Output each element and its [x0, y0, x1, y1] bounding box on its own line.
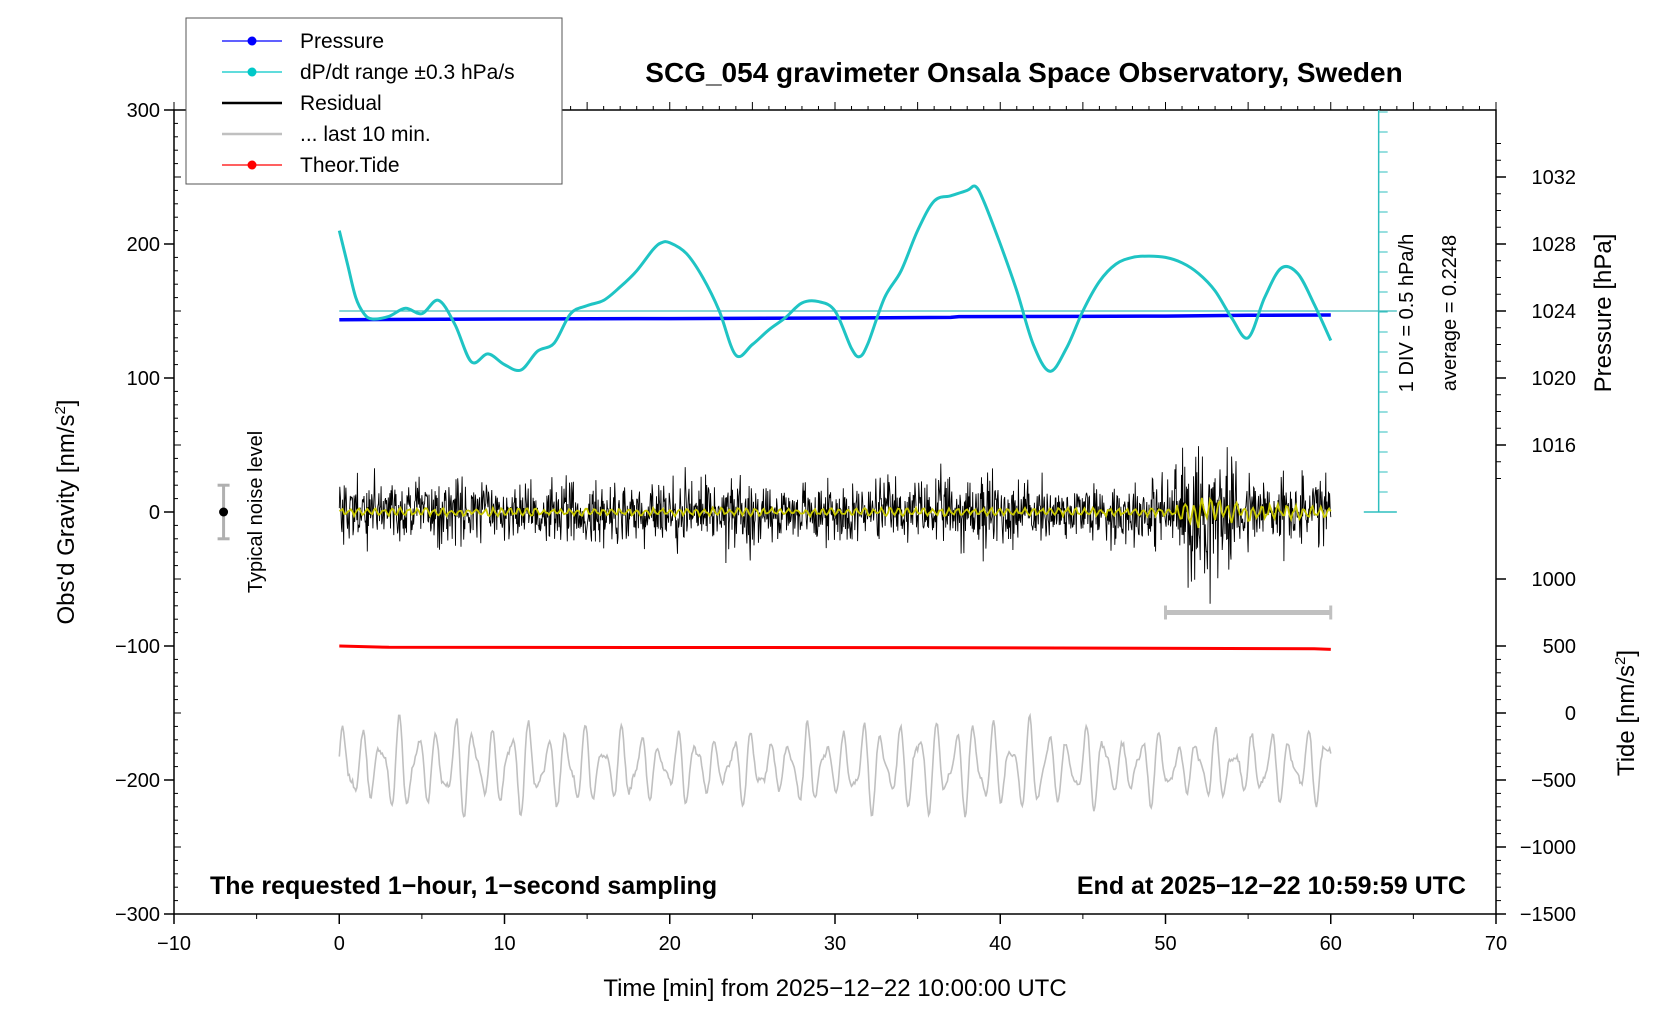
legend-label: Residual — [300, 92, 382, 115]
series-last-10-min — [338, 712, 1332, 819]
x-tick-label: 10 — [493, 933, 515, 955]
y-tick-label: 300 — [127, 100, 160, 122]
y-axis-minor-ticks — [174, 122, 181, 902]
legend-item: ... last 10 min. — [222, 123, 431, 146]
legend-marker — [247, 67, 257, 77]
y-axis-title-sup: 2 — [52, 406, 69, 414]
pressure-axis: 1032 1028 1024 1020 1016 1000 — [1496, 143, 1577, 591]
series-layer — [337, 184, 1397, 819]
series-residual — [338, 446, 1332, 604]
pressure-tick-label: 1000 — [1532, 569, 1577, 591]
pressure-tick-label: 1028 — [1532, 234, 1577, 256]
series-dpdt — [337, 184, 1333, 373]
tide-axis: 500 0 −500 −1000 −1500 — [1496, 636, 1576, 926]
sampling-note: The requested 1−hour, 1−second sampling — [210, 872, 717, 900]
tide-axis-title-sup: 2 — [1612, 657, 1629, 665]
y-tick-label: 100 — [127, 368, 160, 390]
legend-marker — [247, 160, 257, 170]
y-tick-label: 0 — [149, 502, 160, 524]
legend-item: Pressure — [222, 30, 384, 53]
end-time-note: End at 2025−12−22 10:59:59 UTC — [1077, 872, 1466, 900]
x-tick-label: 40 — [989, 933, 1011, 955]
x-axis: −10 0 10 20 30 40 50 60 70 — [157, 102, 1507, 955]
legend-label: Pressure — [300, 30, 384, 53]
y-tick-label: −200 — [115, 770, 160, 792]
tide-tick-label: 0 — [1565, 703, 1576, 725]
legend-item: dP/dt range ±0.3 hPa/s — [222, 61, 515, 84]
legend-box — [185, 17, 563, 185]
x-axis-title: Time [min] from 2025−12−22 10:00:00 UTC — [603, 975, 1066, 1002]
legend-item: Theor.Tide — [222, 154, 400, 177]
y-tick-label: 200 — [127, 234, 160, 256]
legend-item: Residual — [222, 92, 382, 115]
series-theor-tide — [339, 644, 1331, 651]
chart-title: SCG_054 gravimeter Onsala Space Observat… — [645, 57, 1402, 88]
x-tick-label: 0 — [334, 933, 345, 955]
x-tick-label: 60 — [1320, 933, 1342, 955]
x-tick-label: −10 — [157, 933, 191, 955]
legend-label: Theor.Tide — [300, 154, 400, 177]
tide-tick-label: 500 — [1543, 636, 1576, 658]
legend-label: dP/dt range ±0.3 hPa/s — [300, 61, 515, 84]
average-label: average = 0.2248 — [1439, 235, 1461, 391]
dpdt-scale-label: 1 DIV = 0.5 hPa/h — [1396, 234, 1418, 392]
pressure-tick-label: 1016 — [1532, 435, 1577, 457]
x-tick-label: 30 — [824, 933, 846, 955]
noise-label: Typical noise level — [245, 431, 267, 593]
x-tick-label: 70 — [1485, 933, 1507, 955]
legend-marker — [247, 36, 257, 46]
noise-level-indicator — [217, 483, 230, 541]
series-pressure — [339, 313, 1331, 322]
y-tick-label: −100 — [115, 636, 160, 658]
last-10-min-marker — [1164, 605, 1333, 620]
tide-axis-title: Tide [nm/s2] — [1612, 650, 1640, 776]
legend-label: ... last 10 min. — [300, 123, 431, 146]
pressure-tick-label: 1020 — [1532, 368, 1577, 390]
legend: Pressure dP/dt range ±0.3 hPa/s Residual..… — [185, 17, 563, 185]
pressure-tick-label: 1024 — [1532, 301, 1577, 323]
pressure-axis-title: Pressure [hPa] — [1590, 234, 1617, 393]
series-residual-smoothed — [339, 497, 1332, 529]
y-axis-left: 300 200 100 0 −100 −200 −300 — [115, 100, 174, 926]
noise-level-dot — [219, 507, 229, 517]
x-tick-label: 20 — [659, 933, 681, 955]
tide-tick-label: −500 — [1531, 770, 1576, 792]
x-tick-label: 50 — [1154, 933, 1176, 955]
y-axis-title: Obs'd Gravity [nm/s2] — [52, 400, 80, 625]
pressure-tick-label: 1032 — [1532, 167, 1577, 189]
tide-tick-label: −1500 — [1520, 904, 1576, 926]
y-tick-label: −300 — [115, 904, 160, 926]
tide-tick-label: −1000 — [1520, 837, 1576, 859]
